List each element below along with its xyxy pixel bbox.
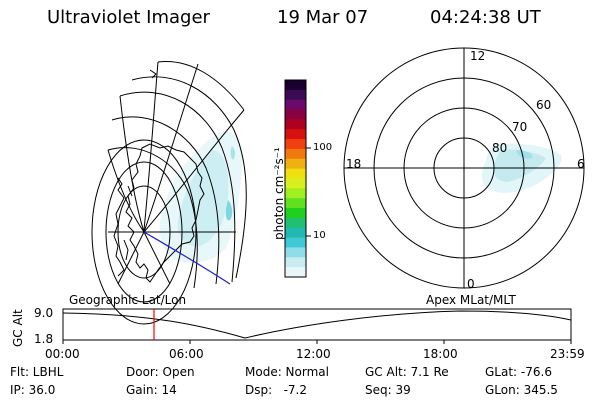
colorbar-segment [285,178,306,189]
colorbar-label-10: 10 [313,230,326,241]
info-seq: Seq: 39 [365,383,411,397]
mlt-label-12: 12 [470,49,486,63]
info-gc-alt: GC Alt: 7.1 Re [365,365,449,379]
colorbar-segment [285,119,306,130]
colorbar-segment [285,267,306,278]
info-door: Door: Open [126,365,195,379]
colorbar-segment [285,80,306,91]
uv-aurora-left [159,131,243,263]
timeline-panel [62,308,572,344]
mlt-label-18: 18 [346,157,362,171]
mlt-label-6: 6 [577,157,585,171]
timeline-y-tick-low: 1.8 [34,332,54,346]
timeline-right-caption: Apex MLat/MLT [426,293,516,307]
colorbar-segment [285,208,306,219]
colorbar-segment [285,89,306,101]
colorbar-segment [285,217,306,229]
info-dsp: Dsp: -7.2 [245,383,308,397]
colorbar-segment [285,139,306,150]
instrument-title: Ultraviolet Imager [47,7,210,28]
info-ip: IP: 36.0 [10,383,56,397]
timeline-x-tick-4: 23:59 [550,347,585,361]
colorbar-segment [285,198,306,209]
colorbar-segment [285,129,306,140]
colorbar-label-100: 100 [313,142,333,153]
colorbar-segment [285,247,306,258]
polar-plot [343,47,585,289]
timeline-x-tick-2: 12:00 [296,347,331,361]
timeline-y-tick-high: 9.0 [34,306,54,320]
mlat-label-80: 80 [492,141,508,155]
timeline-x-tick-1: 06:00 [169,347,204,361]
colorbar-segment [285,227,306,239]
colorbar-segment [285,168,306,180]
date-label: 19 Mar 07 [277,7,369,28]
timeline-x-tick-0: 00:00 [45,347,80,361]
timeline-y-label: GC Alt [11,309,25,347]
colorbar-segment [285,188,306,199]
colorbar-segment [285,99,306,111]
time-label: 04:24:38 UT [430,7,541,28]
info-gain: Gain: 14 [126,383,177,397]
timeline-x-tick-3: 18:00 [423,347,458,361]
colorbar-segment [285,257,306,268]
info-flt: Flt: LBHL [10,365,64,379]
info-glat: GLat: -76.6 [485,365,552,379]
geographic-map [91,60,247,325]
colorbar [285,80,306,278]
mlat-label-60: 60 [536,98,552,112]
colorbar-segment [285,109,306,120]
timeline-left-caption: Geographic Lat/Lon [69,293,187,307]
colorbar-segment [285,237,306,249]
coastline [113,69,205,283]
mlat-label-70: 70 [512,120,528,134]
mlt-label-0: 0 [467,277,475,291]
colorbar-segment [285,158,306,170]
colorbar-segment [285,148,306,160]
colorbar-frame [284,79,307,278]
orbit-track [143,231,231,285]
colorbar-unit-label: photon cm⁻²s⁻¹ [272,147,286,240]
info-glon: GLon: 345.5 [485,383,558,397]
info-mode: Mode: Normal [245,365,329,379]
